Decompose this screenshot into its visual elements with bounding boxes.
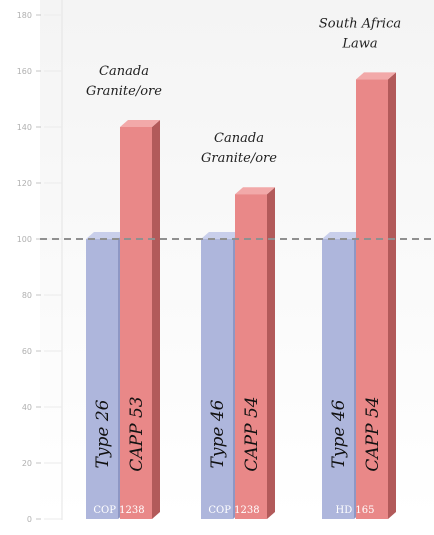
bar-label: CAPP 54: [363, 396, 383, 471]
category-label: COP 1238: [93, 505, 144, 516]
y-tick-label: 0: [27, 515, 32, 524]
y-tick-label: 140: [17, 123, 32, 132]
group-annotation: Lawa: [341, 36, 377, 51]
bar-label: CAPP 53: [127, 396, 147, 471]
y-tick-label: 100: [17, 235, 32, 244]
bar-side: [152, 120, 160, 519]
bar-top: [356, 72, 396, 80]
bar: [120, 127, 152, 519]
bar: [322, 239, 354, 519]
y-tick-label: 160: [17, 67, 32, 76]
bar-side: [267, 187, 275, 519]
group-annotation: Granite/ore: [201, 151, 277, 166]
bar-top: [235, 187, 275, 195]
group-annotation: Canada: [99, 64, 149, 79]
group-annotation: Canada: [214, 131, 264, 146]
bar: [356, 79, 388, 520]
y-tick-label: 40: [22, 403, 32, 412]
bar-label: Type 46: [208, 399, 228, 468]
bar-side: [388, 72, 396, 520]
y-tick-label: 80: [22, 291, 32, 300]
bar: [201, 239, 233, 519]
category-label: COP 1238: [208, 505, 259, 516]
bar-top: [322, 232, 362, 239]
group-annotation: Granite/ore: [86, 84, 162, 99]
group-annotation: South Africa: [319, 16, 401, 31]
y-tick-label: 120: [17, 179, 32, 188]
bar-label: Type 46: [329, 399, 349, 468]
y-tick-label: 180: [17, 11, 32, 20]
category-label: HD 165: [335, 505, 374, 516]
bar: [235, 194, 267, 519]
y-tick-label: 60: [22, 347, 32, 356]
bar: [86, 239, 118, 519]
y-tick-label: 20: [22, 459, 32, 468]
bar-label: Type 26: [93, 399, 113, 468]
bar-label: CAPP 54: [242, 396, 262, 471]
bar-top: [120, 120, 160, 127]
bar-top: [86, 232, 126, 239]
bar-top: [201, 232, 241, 239]
